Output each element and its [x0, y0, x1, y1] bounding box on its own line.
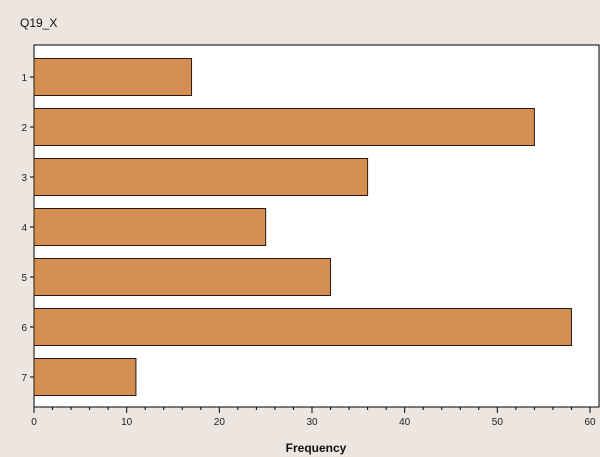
chart-title: Q19_X — [20, 16, 58, 30]
x-axis-title: Frequency — [286, 441, 347, 455]
bar-7 — [33, 358, 137, 396]
bar-4 — [33, 208, 267, 246]
bar-3 — [33, 158, 369, 196]
y-tick-label-7: 7 — [21, 373, 27, 384]
y-tick-label-1: 1 — [21, 73, 27, 84]
y-tick-label-2: 2 — [21, 123, 27, 134]
bars-group — [33, 58, 572, 396]
bar-6 — [33, 308, 572, 346]
x-tick-label-30: 30 — [306, 417, 318, 428]
bar-1 — [33, 58, 193, 96]
y-tick-label-5: 5 — [21, 273, 27, 284]
y-axis: 1 2 3 4 5 6 7 — [21, 73, 34, 384]
x-tick-label-10: 10 — [121, 417, 133, 428]
y-tick-label-6: 6 — [21, 323, 27, 334]
x-tick-label-0: 0 — [31, 417, 37, 428]
bar-2 — [33, 108, 535, 146]
x-tick-label-50: 50 — [492, 417, 504, 428]
x-tick-label-60: 60 — [584, 417, 596, 428]
bar-5 — [33, 258, 332, 296]
x-tick-label-20: 20 — [214, 417, 226, 428]
y-tick-label-4: 4 — [21, 223, 27, 234]
x-axis: 0 10 20 30 40 50 60 — [31, 407, 596, 428]
y-tick-label-3: 3 — [21, 173, 27, 184]
x-tick-label-40: 40 — [399, 417, 411, 428]
